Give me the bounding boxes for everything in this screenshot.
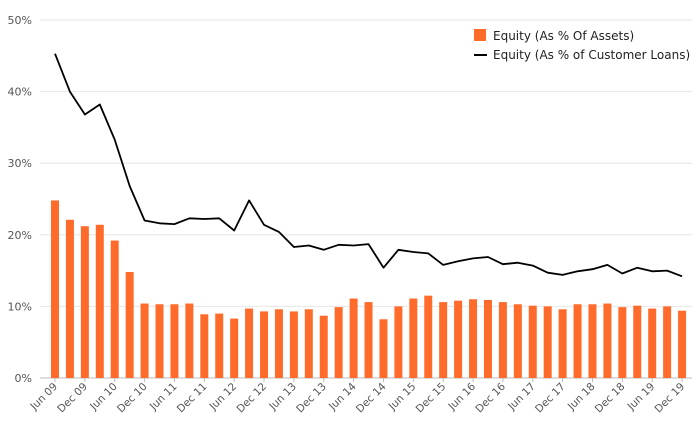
y-tick-label: 20% (8, 229, 32, 242)
x-tick-label: Jun 11 (147, 381, 180, 414)
bar (140, 303, 149, 378)
bar (95, 224, 104, 378)
bar (51, 200, 59, 378)
x-tick-label: Dec 10 (115, 381, 150, 416)
grid (40, 19, 692, 379)
x-tick-label: Dec 12 (234, 381, 269, 416)
x-tick-label: Jun 12 (207, 381, 240, 414)
bar (364, 302, 373, 378)
bar (185, 303, 194, 378)
bar (663, 306, 672, 378)
bar (334, 307, 343, 378)
bar (648, 308, 657, 378)
bar (633, 305, 642, 378)
bar (289, 311, 298, 378)
bar (603, 303, 612, 378)
bar (454, 300, 463, 378)
x-tick-label: Jun 13 (266, 381, 299, 414)
x-tick-label: Dec 19 (653, 381, 688, 416)
x-tick-label: Dec 09 (55, 381, 90, 416)
line-series (54, 53, 683, 278)
x-tick-label: Jun 18 (565, 381, 598, 414)
x-tick-label: Dec 18 (593, 381, 628, 416)
bar (155, 304, 164, 378)
bar (125, 272, 134, 378)
x-tick-label: Jun 17 (505, 381, 538, 414)
bar (513, 304, 522, 378)
bar (260, 311, 269, 378)
x-tick-label: Dec 11 (175, 381, 210, 416)
bar (588, 304, 597, 378)
x-tick-label: Dec 15 (414, 381, 449, 416)
bar (379, 319, 388, 378)
y-tick-label: 40% (8, 86, 32, 99)
y-tick-label: 10% (8, 300, 32, 313)
bar (80, 226, 89, 378)
x-tick-label: Jun 19 (625, 381, 658, 414)
legend: Equity (As % Of Assets) Equity (As % of … (474, 29, 690, 62)
bar (558, 309, 567, 378)
bar (319, 315, 328, 378)
bar (110, 240, 119, 378)
bar (215, 313, 224, 378)
bar (528, 305, 537, 378)
bar (409, 298, 418, 378)
bar (394, 306, 403, 378)
x-tick-label: Dec 14 (354, 380, 389, 415)
bar (170, 304, 179, 378)
x-tick-label: Jun 09 (28, 381, 61, 414)
bar (424, 295, 433, 378)
bar (618, 307, 627, 378)
bar (498, 302, 507, 378)
series-line (54, 53, 683, 278)
x-tick-label: Dec 17 (533, 381, 568, 416)
legend-label-loans: Equity (As % of Customer Loans) (493, 48, 690, 62)
bar (469, 299, 478, 378)
legend-label-assets: Equity (As % Of Assets) (493, 29, 634, 43)
bar (65, 219, 74, 378)
x-tick-label: Jun 10 (87, 381, 120, 414)
y-axis: 0% 10% 20% 30% 40% 50% (8, 14, 32, 385)
bar (230, 318, 239, 378)
bar (349, 298, 358, 378)
bar (543, 306, 552, 378)
bar (245, 308, 254, 378)
legend-swatch-assets (474, 29, 486, 41)
bar (439, 302, 448, 378)
x-tick-label: Jun 15 (386, 381, 419, 414)
y-tick-label: 30% (8, 157, 32, 170)
y-tick-label: 0% (15, 372, 32, 385)
bar (274, 309, 283, 378)
bar (573, 304, 582, 378)
bars (51, 200, 687, 378)
y-tick-label: 50% (8, 14, 32, 27)
bar (200, 314, 209, 378)
bar (483, 299, 492, 378)
x-tick-label: Dec 16 (473, 380, 508, 415)
x-tick-label: Dec 13 (294, 381, 329, 416)
bar (304, 309, 313, 378)
bar (678, 310, 687, 378)
